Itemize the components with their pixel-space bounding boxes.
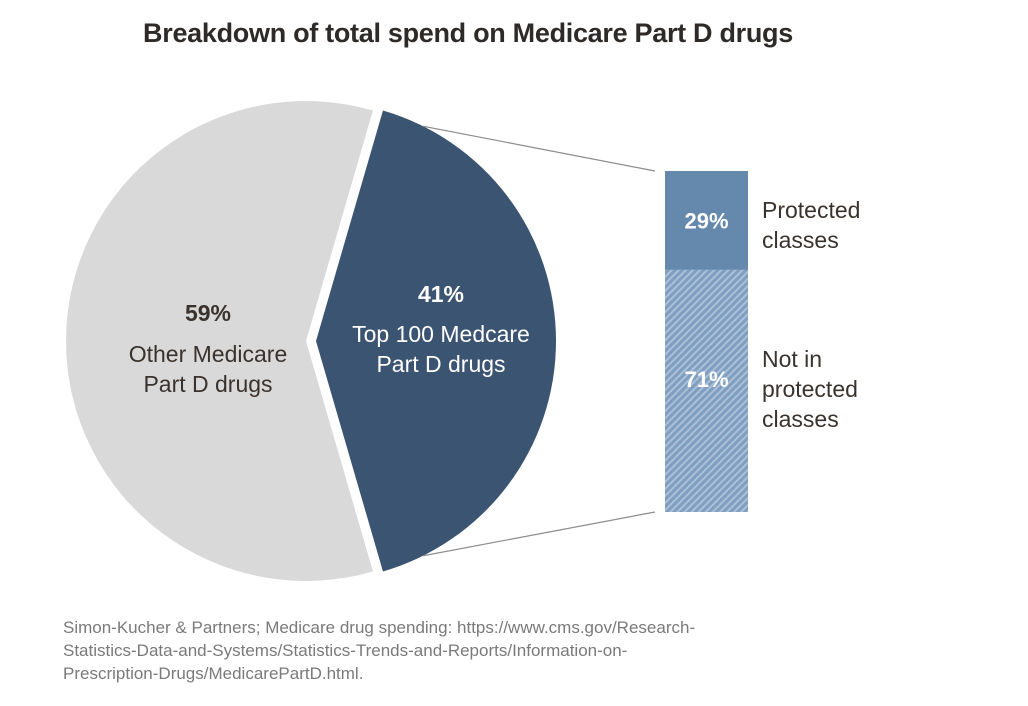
pie-slice-other — [66, 101, 373, 581]
pie-label-top100-text: Part D drugs — [376, 351, 505, 377]
bar-label-not-protected-value: 71% — [684, 367, 728, 392]
bar-label-protected-text: Protected — [762, 197, 860, 223]
pie-label-other-text: Other Medicare — [129, 341, 288, 367]
pie-label-top100-value: 41% — [418, 281, 464, 307]
bar-label-not-protected-text: protected — [762, 376, 858, 402]
bar-label-protected-text: classes — [762, 227, 839, 253]
connector-line-bottom — [423, 511, 656, 557]
connector-lines — [423, 125, 656, 557]
data-labels: 59% Other Medicare Part D drugs 41% Top 100 … — [129, 197, 861, 432]
pie-chart — [66, 101, 557, 581]
source-note: Simon-Kucher & Partners; Medicare drug s… — [63, 618, 696, 683]
bar-label-not-protected-text: classes — [762, 406, 839, 432]
chart-title: Breakdown of total spend on Medicare Par… — [143, 18, 793, 48]
stacked-bar — [665, 171, 748, 512]
bar-segment-not-protected — [665, 269, 748, 512]
pie-label-other-text: Part D drugs — [143, 371, 272, 397]
pie-label-other-value: 59% — [185, 300, 231, 326]
bar-label-protected-value: 29% — [684, 208, 728, 233]
connector-line-top — [423, 125, 656, 172]
pie-label-top100-text: Top 100 Medcare — [352, 321, 530, 347]
pie-slice-top100 — [316, 110, 557, 572]
bar-segment-protected — [665, 171, 748, 270]
bar-label-not-protected-text: Not in — [762, 346, 822, 372]
